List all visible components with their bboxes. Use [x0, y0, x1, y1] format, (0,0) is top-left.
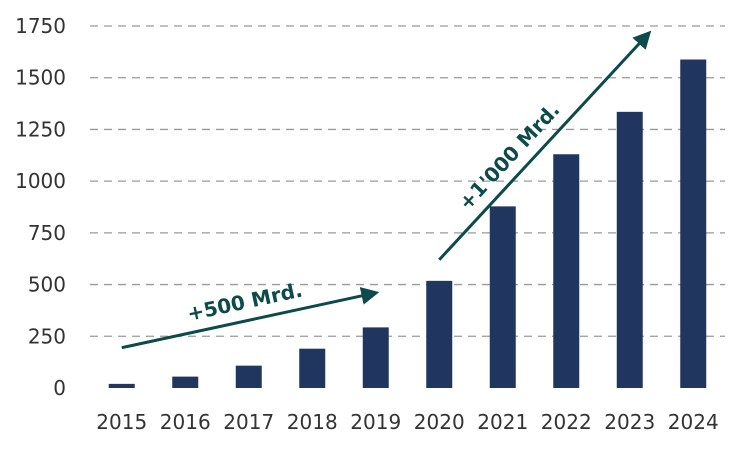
bar-2021: [489, 206, 516, 388]
bar-2022: [553, 154, 580, 388]
x-tick-label: 2017: [223, 410, 274, 434]
y-tick-label: 1250: [15, 117, 66, 141]
y-tick-label: 750: [28, 221, 66, 245]
x-tick-label: 2024: [668, 410, 719, 434]
y-tick-label: 1500: [15, 66, 66, 90]
bars: [108, 59, 707, 389]
y-tick-label: 250: [28, 324, 66, 348]
y-tick-label: 500: [28, 273, 66, 297]
annotation-arrow: [121, 287, 380, 350]
x-tick-label: 2023: [604, 410, 655, 434]
x-tick-label: 2018: [287, 410, 338, 434]
bar-2020: [426, 280, 453, 388]
bar-2019: [362, 327, 389, 388]
bar-2015: [108, 383, 135, 388]
bar-2023: [616, 111, 643, 389]
y-axis-ticks: 0 250 500 750 1000 1250 1500 1750: [15, 14, 66, 400]
x-tick-label: 2019: [350, 410, 401, 434]
x-tick-label: 2020: [414, 410, 465, 434]
gridlines: [90, 25, 725, 337]
bar-2017: [235, 365, 262, 388]
annotation-arrow: [438, 30, 652, 261]
x-tick-label: 2022: [541, 410, 592, 434]
x-tick-label: 2016: [160, 410, 211, 434]
annotation-label: +1'000 Mrd.: [454, 98, 565, 215]
bar-2016: [172, 376, 199, 388]
bar-2024: [680, 59, 707, 388]
y-tick-label: 1000: [15, 169, 66, 193]
y-tick-label: 0: [53, 376, 66, 400]
x-tick-label: 2015: [96, 410, 147, 434]
x-tick-label: 2021: [477, 410, 528, 434]
x-axis-ticks: 2015 2016 2017 2018 2019 2020 2021 2022 2023 2024: [96, 410, 718, 434]
y-tick-label: 1750: [15, 14, 66, 38]
bar-2018: [299, 348, 326, 388]
